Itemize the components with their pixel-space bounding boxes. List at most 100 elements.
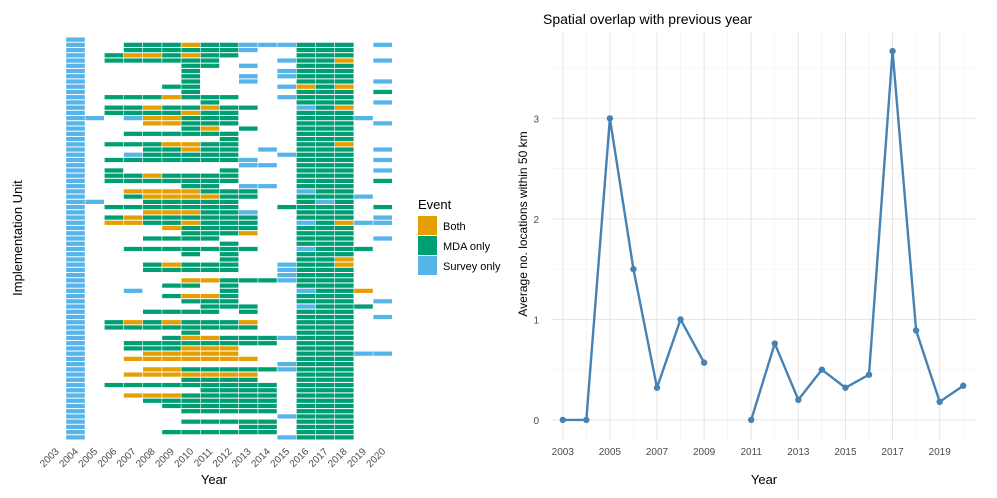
heatmap-cell-mda-only [315, 173, 335, 178]
heatmap-cell-both [354, 288, 373, 293]
heatmap-cell-mda-only [181, 84, 200, 89]
heatmap-cell-mda-only [296, 414, 316, 419]
heatmap-cell-mda-only [104, 325, 124, 330]
heatmap-cell-mda-only [219, 110, 239, 115]
heatmap-cell-survey-only [66, 341, 85, 346]
heatmap-cell-survey-only [239, 157, 258, 163]
heatmap-x-tick-label: 2003 [38, 446, 62, 470]
heatmap-cell-mda-only [181, 79, 200, 84]
heatmap-cell-survey-only [66, 325, 85, 330]
line-chart-x-tick-label: 2015 [834, 447, 857, 458]
heatmap-cell-mda-only [315, 63, 335, 68]
data-point [748, 416, 755, 424]
heatmap-cell-mda-only [335, 178, 354, 184]
heatmap-x-axis-label: Year [201, 472, 228, 487]
heatmap-cell-mda-only [219, 403, 239, 409]
heatmap-cell-survey-only [66, 68, 85, 74]
heatmap-cell-mda-only [335, 430, 354, 435]
heatmap-cell-mda-only [162, 346, 181, 351]
heatmap-cell-survey-only [239, 79, 258, 84]
heatmap-cell-mda-only [335, 236, 354, 241]
heatmap-cell-mda-only [296, 377, 316, 382]
heatmap-cell-mda-only [181, 199, 200, 204]
heatmap-cell-survey-only [296, 288, 316, 293]
heatmap-cell-survey-only [66, 100, 85, 105]
heatmap-cell-mda-only [258, 382, 277, 388]
heatmap-cell-survey-only [239, 42, 258, 47]
heatmap-cell-mda-only [219, 173, 239, 178]
heatmap-cell-mda-only [181, 95, 200, 100]
heatmap-cell-mda-only [315, 47, 335, 53]
heatmap-x-tick-label: 2011 [192, 446, 215, 469]
heatmap-cell-mda-only [219, 136, 239, 142]
line-chart-y-tick-label: 3 [533, 114, 539, 125]
heatmap-cell-survey-only [66, 241, 85, 246]
heatmap-cell-survey-only [66, 47, 85, 53]
line-chart-y-tick-labels: 0 1 2 3 [533, 114, 539, 426]
heatmap-cell-mda-only [123, 246, 143, 252]
heatmap-cell-mda-only [335, 100, 354, 105]
heatmap-cell-both [143, 351, 162, 356]
data-point [559, 416, 566, 424]
heatmap-cell-mda-only [123, 341, 143, 346]
heatmap-cell-mda-only [296, 194, 316, 199]
heatmap-cell-both [239, 372, 258, 377]
heatmap-cell-mda-only [239, 382, 258, 388]
heatmap-cell-survey-only [239, 47, 258, 53]
heatmap-cell-mda-only [335, 241, 354, 246]
heatmap-cell-mda-only [143, 204, 162, 210]
heatmap-cell-mda-only [315, 278, 335, 283]
heatmap-cell-survey-only [373, 351, 392, 356]
heatmap-cell-mda-only [143, 325, 162, 330]
heatmap-x-tick-label: 2006 [96, 446, 120, 470]
heatmap-cell-both [200, 293, 220, 299]
heatmap-cell-mda-only [296, 346, 316, 351]
heatmap-cell-survey-only [66, 84, 85, 89]
heatmap-cell-mda-only [296, 178, 316, 184]
heatmap-cell-mda-only [239, 189, 258, 194]
heatmap-cell-mda-only [219, 168, 239, 173]
data-point [677, 316, 684, 323]
heatmap-cell-mda-only [335, 351, 354, 356]
heatmap-cell-survey-only [66, 126, 85, 131]
heatmap-cell-survey-only [66, 163, 85, 168]
heatmap-cell-mda-only [296, 356, 316, 361]
heatmap-cell-mda-only [123, 194, 143, 199]
heatmap-cell-survey-only [373, 314, 392, 320]
heatmap-cell-mda-only [219, 231, 239, 236]
heatmap-cell-mda-only [219, 335, 239, 341]
heatmap-cell-mda-only [315, 178, 335, 184]
heatmap-cell-survey-only [277, 74, 296, 79]
heatmap-cell-survey-only [258, 42, 277, 47]
heatmap-cell-mda-only [162, 403, 181, 409]
heatmap-cell-mda-only [219, 293, 239, 299]
heatmap-cell-mda-only [315, 252, 335, 257]
heatmap-cell-mda-only [258, 409, 277, 414]
heatmap-cell-both [219, 356, 239, 361]
heatmap-cell-mda-only [162, 105, 181, 110]
heatmap-cell-survey-only [277, 335, 296, 341]
heatmap-cell-both [200, 278, 220, 283]
heatmap-cell-survey-only [373, 220, 392, 225]
heatmap-cell-survey-only [296, 189, 316, 194]
heatmap-cell-both [181, 278, 200, 283]
heatmap-cell-mda-only [200, 377, 220, 382]
heatmap-cell-mda-only [123, 105, 143, 110]
heatmap-cell-mda-only [335, 372, 354, 377]
heatmap-cell-both [239, 356, 258, 361]
heatmap-x-tick-label: 2014 [249, 446, 273, 470]
heatmap-cell-mda-only [296, 147, 316, 152]
heatmap-cell-mda-only [162, 236, 181, 241]
heatmap-cell-mda-only [335, 267, 354, 273]
heatmap-cell-mda-only [219, 325, 239, 330]
heatmap-cell-mda-only [181, 367, 200, 372]
heatmap-cell-mda-only [219, 178, 239, 184]
heatmap-cell-survey-only [66, 194, 85, 199]
heatmap-cell-survey-only [277, 273, 296, 278]
heatmap-cell-mda-only [335, 299, 354, 304]
heatmap-cell-mda-only [335, 424, 354, 430]
heatmap-cell-mda-only [200, 215, 220, 220]
heatmap-cell-mda-only [181, 377, 200, 382]
line-chart-x-tick-label: 2005 [599, 447, 622, 458]
line-chart-x-tick-label: 2013 [787, 447, 810, 458]
